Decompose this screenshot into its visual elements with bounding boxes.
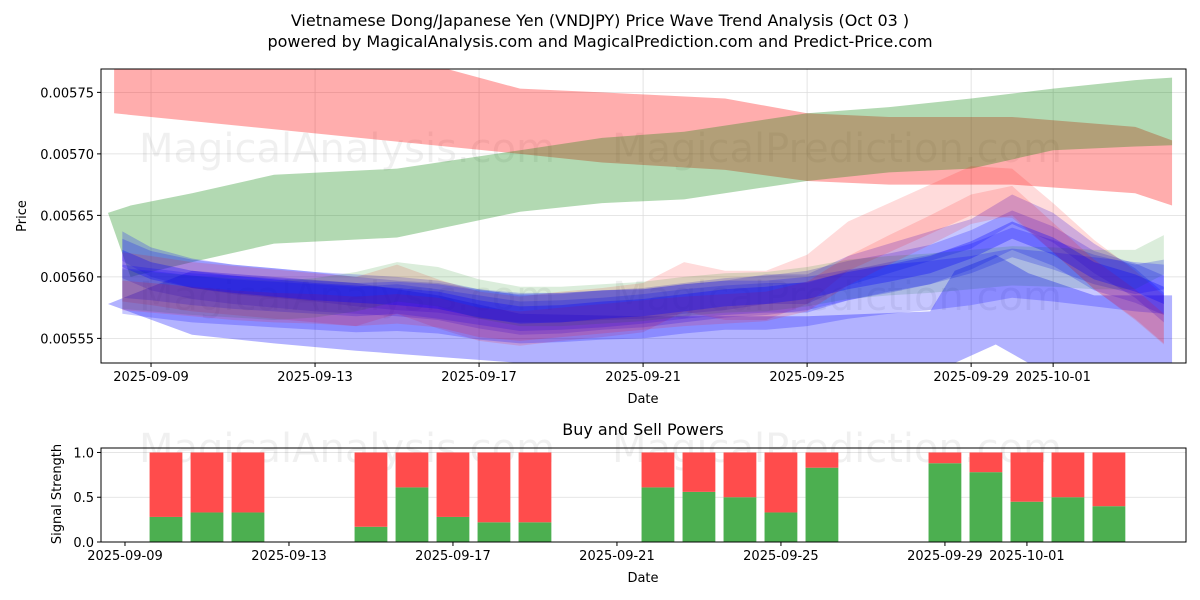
signal-y-tick-label: 0.0 [73,536,94,551]
signal-x-tick-label: 2025-10-01 [989,549,1065,564]
figure-subtitle: powered by MagicalAnalysis.com and Magic… [267,32,932,51]
watermark-prediction-2: MagicalPrediction.com [612,274,1062,320]
wave-band-blue [122,194,1164,323]
buy-bar [231,512,265,542]
buy-bar [354,526,388,542]
signal-y-tick-label: 0.5 [73,491,94,506]
price-x-tick-label: 2025-09-17 [441,370,517,385]
signal-x-tick-label: 2025-09-13 [251,549,327,564]
price-x-tick-label: 2025-09-25 [769,370,845,385]
signal-x-ticks: 2025-09-09 2025-09-13 2025-09-17 2025-09-21… [87,542,1065,564]
price-y-axis-label: Price [15,200,30,232]
buy-bar [1010,501,1044,542]
buy-bar [1051,497,1085,542]
buy-bar [682,491,716,542]
figure-title: Vietnamese Dong/Japanese Yen (VNDJPY) Pr… [291,11,909,30]
price-watermarks: MagicalAnalysis.com MagicalPrediction.co… [139,126,1062,320]
sell-bar [1051,452,1085,498]
price-x-ticks: 2025-09-09 2025-09-13 2025-09-17 2025-09-21… [113,363,1091,385]
buy-bar [190,512,224,542]
signal-x-tick-label: 2025-09-09 [87,549,163,564]
buy-bar [764,512,798,542]
buy-bar [969,472,1003,542]
price-y-tick-label: 0.00570 [40,148,94,163]
price-y-tick-label: 0.00575 [40,86,94,101]
wave-band-red [122,166,1164,346]
watermark-prediction: MagicalPrediction.com [612,126,1062,172]
sell-bar [231,452,265,513]
price-bands [107,69,1173,363]
sell-bar [928,452,962,464]
sell-bar [764,452,798,513]
price-x-tick-label: 2025-09-29 [933,370,1009,385]
sell-bar [354,452,388,527]
price-x-axis-label: Date [627,392,658,407]
signal-x-tick-label: 2025-09-17 [415,549,491,564]
wave-band-blue [122,210,1164,335]
buy-bar [149,516,183,542]
sell-bar [395,452,429,488]
buy-bar [723,497,757,542]
signal-x-tick-label: 2025-09-25 [743,549,819,564]
sell-bar [723,452,757,498]
signal-y-tick-label: 1.0 [73,446,94,461]
price-y-ticks: 0.00555 0.00560 0.00565 0.00570 0.00575 [40,86,101,347]
sell-bar [477,452,511,523]
price-y-tick-label: 0.00560 [40,271,94,286]
buy-bar [518,522,552,542]
wave-core-blue [122,221,1164,324]
buy-bar [641,487,675,542]
buy-bar [477,522,511,542]
wave-band-blue [122,248,1164,344]
sell-bar [518,452,552,523]
signal-x-axis-label: Date [627,571,658,586]
buy-sell-chart: Buy and Sell Powers MagicalAnalysis.com … [50,420,1187,586]
blue-lower-band [107,254,1173,363]
signal-x-tick-label: 2025-09-21 [579,549,655,564]
red-upper-band [114,69,1173,206]
buy-sell-title: Buy and Sell Powers [562,420,724,439]
price-wave-lines [122,166,1164,346]
wave-band-blue [122,227,1164,332]
watermark-analysis-2: MagicalAnalysis.com [139,274,555,320]
signal-y-ticks: 0.0 0.5 1.0 [73,446,101,551]
buy-bar [928,463,962,542]
price-grid [101,69,1186,363]
sell-bar [436,452,470,517]
signal-y-axis-label: Signal Strength [50,444,65,544]
green-rising-band [107,77,1173,277]
wave-band-green [122,235,1164,327]
sell-bar [149,452,183,517]
sell-bar [1092,452,1126,507]
sell-bar [641,452,675,488]
wave-band-red [122,185,1164,344]
signal-axes-frame [100,447,1187,543]
price-x-tick-label: 2025-09-13 [277,370,353,385]
price-y-tick-label: 0.00565 [40,209,94,224]
price-y-tick-label: 0.00555 [40,332,94,347]
price-wave-chart: MagicalAnalysis.com MagicalPrediction.co… [15,68,1187,407]
sell-bar [682,452,716,492]
sell-bar [1010,452,1044,502]
signal-bars [149,452,1126,542]
buy-bar [805,467,839,542]
watermark-analysis: MagicalAnalysis.com [139,126,555,172]
sell-bar [805,452,839,468]
sell-bar [969,452,1003,473]
sell-bar [190,452,224,513]
signal-x-tick-label: 2025-09-29 [907,549,983,564]
price-x-tick-label: 2025-09-09 [113,370,189,385]
price-x-tick-label: 2025-09-21 [605,370,681,385]
buy-bar [395,487,429,542]
buy-bar [1092,506,1126,542]
buy-bar [436,516,470,542]
price-x-tick-label: 2025-10-01 [1015,370,1091,385]
